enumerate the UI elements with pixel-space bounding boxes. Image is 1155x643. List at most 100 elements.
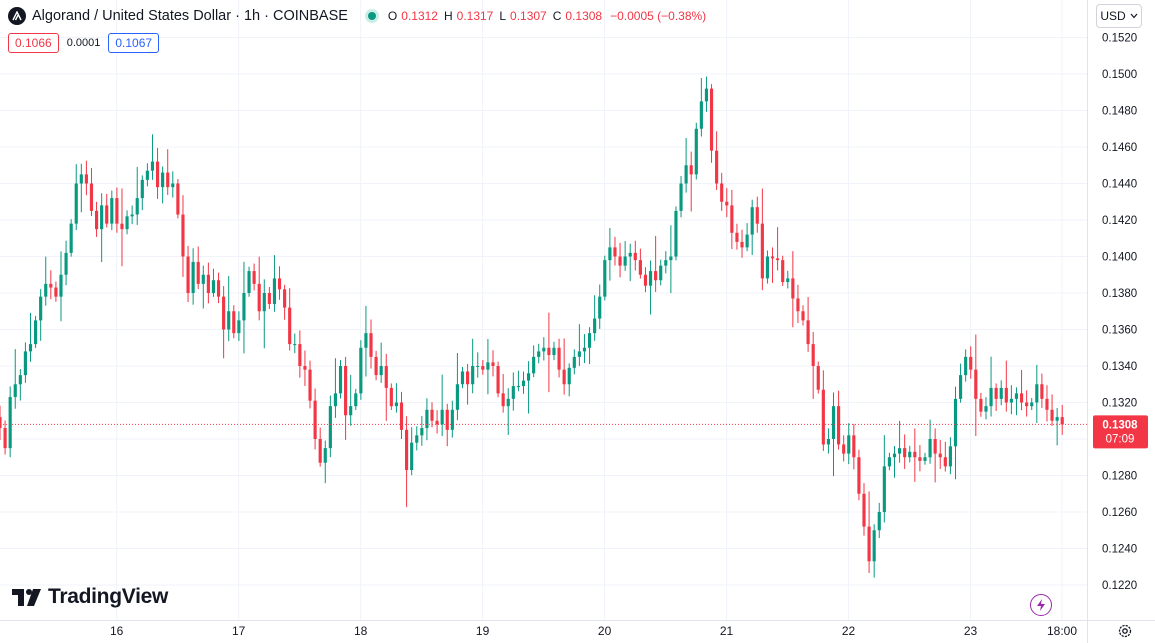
gear-icon[interactable]: [1117, 623, 1133, 639]
candle-body: [511, 386, 515, 399]
candle-body: [435, 420, 439, 425]
candle-body: [654, 271, 658, 281]
time-tick-label: 16: [110, 624, 124, 638]
candle-body: [567, 367, 571, 385]
price-tick-label: 0.1420: [1102, 215, 1137, 227]
candle-body: [1040, 384, 1044, 399]
time-tick-label: 18:00: [1047, 624, 1077, 638]
candle-body: [958, 375, 963, 399]
candle-body: [648, 271, 653, 286]
candle-body: [801, 311, 805, 321]
candle-body: [115, 198, 119, 224]
candle-body: [964, 356, 968, 376]
candle-body: [69, 223, 73, 253]
candle-body: [415, 435, 419, 443]
candle-body: [1055, 417, 1059, 421]
candle-body: [288, 307, 292, 345]
candle-body: [44, 283, 48, 297]
candle-body: [120, 223, 124, 230]
candle-body: [852, 435, 856, 458]
candle-body: [791, 278, 795, 299]
candle-body: [837, 406, 841, 445]
candle-body: [709, 88, 714, 151]
candle-body: [730, 205, 734, 233]
candle-body: [953, 398, 958, 447]
candle-body: [887, 457, 891, 467]
candle-body: [664, 260, 668, 266]
candle-body: [440, 409, 444, 425]
candlestick-series: [0, 76, 1064, 578]
chart-legend: Algorand / United States Dollar · 1h · C…: [8, 6, 706, 26]
time-tick-label: 18: [354, 624, 368, 638]
candle-body: [542, 347, 546, 352]
candle-body: [593, 318, 597, 334]
symbol-title[interactable]: Algorand / United States Dollar · 1h · C…: [32, 8, 348, 24]
time-tick-label: 23: [964, 624, 978, 638]
candle-body: [344, 366, 348, 416]
spread-value: 0.0001: [66, 37, 101, 49]
chart-grid: [0, 0, 1087, 620]
candle-body: [369, 333, 373, 357]
candle-body: [608, 247, 612, 261]
candle-body: [161, 172, 165, 188]
candle-body: [725, 201, 729, 206]
candle-body: [222, 296, 226, 330]
candle-body: [898, 448, 902, 454]
candle-body: [338, 366, 343, 394]
candle-body: [59, 274, 63, 297]
buy-price-button[interactable]: 0.1067: [108, 33, 160, 53]
candle-body: [1014, 393, 1019, 399]
candle-body: [979, 398, 983, 412]
candle-body: [430, 409, 434, 421]
market-status-dot[interactable]: [367, 12, 376, 20]
price-tick-label: 0.1500: [1102, 69, 1137, 81]
candle-body: [349, 406, 353, 416]
candle-body: [191, 261, 195, 293]
candle-body: [8, 397, 12, 449]
candle-body: [674, 210, 678, 257]
candle-body: [1004, 387, 1008, 403]
candle-body: [1009, 398, 1013, 403]
candle-body: [150, 161, 155, 171]
candle-body: [211, 280, 216, 293]
candle-body: [699, 101, 703, 129]
candle-body: [49, 283, 53, 288]
tradingview-logo[interactable]: TradingView: [12, 585, 168, 609]
price-tick-label: 0.1320: [1102, 398, 1137, 410]
candle-body: [862, 493, 866, 527]
price-change: −0.0005 (−0.38%): [610, 9, 707, 23]
candle-body: [577, 351, 581, 357]
candle-body: [74, 183, 78, 224]
price-tick-label: 0.1340: [1102, 361, 1137, 373]
candle-body: [450, 409, 454, 430]
candle-body: [918, 457, 922, 461]
time-tick-label: 21: [720, 624, 734, 638]
candle-body: [216, 280, 221, 297]
candle-body: [1019, 393, 1024, 403]
candle-body: [476, 366, 480, 367]
candle-body: [745, 234, 749, 248]
currency-select[interactable]: USD: [1096, 4, 1142, 28]
candle-body: [359, 347, 363, 394]
candle-body: [471, 366, 475, 385]
candle-body: [186, 256, 190, 293]
candle-body: [460, 371, 465, 385]
sell-price-button[interactable]: 0.1066: [8, 33, 59, 53]
candle-body: [532, 356, 536, 374]
candle-body: [1060, 417, 1064, 425]
candle-body: [623, 256, 627, 266]
candle-body: [765, 256, 770, 279]
candle-body: [933, 439, 937, 454]
lightning-icon[interactable]: [1030, 594, 1052, 616]
candle-body: [64, 252, 68, 275]
candle-body: [140, 179, 144, 199]
candle-body: [94, 210, 99, 230]
candle-body: [28, 344, 33, 352]
candle-body: [669, 256, 673, 261]
last-price-value: 0.1308: [1102, 419, 1138, 431]
candle-body: [679, 183, 683, 211]
candle-body: [770, 256, 775, 259]
candle-body: [79, 174, 83, 184]
candle-body: [811, 344, 815, 366]
